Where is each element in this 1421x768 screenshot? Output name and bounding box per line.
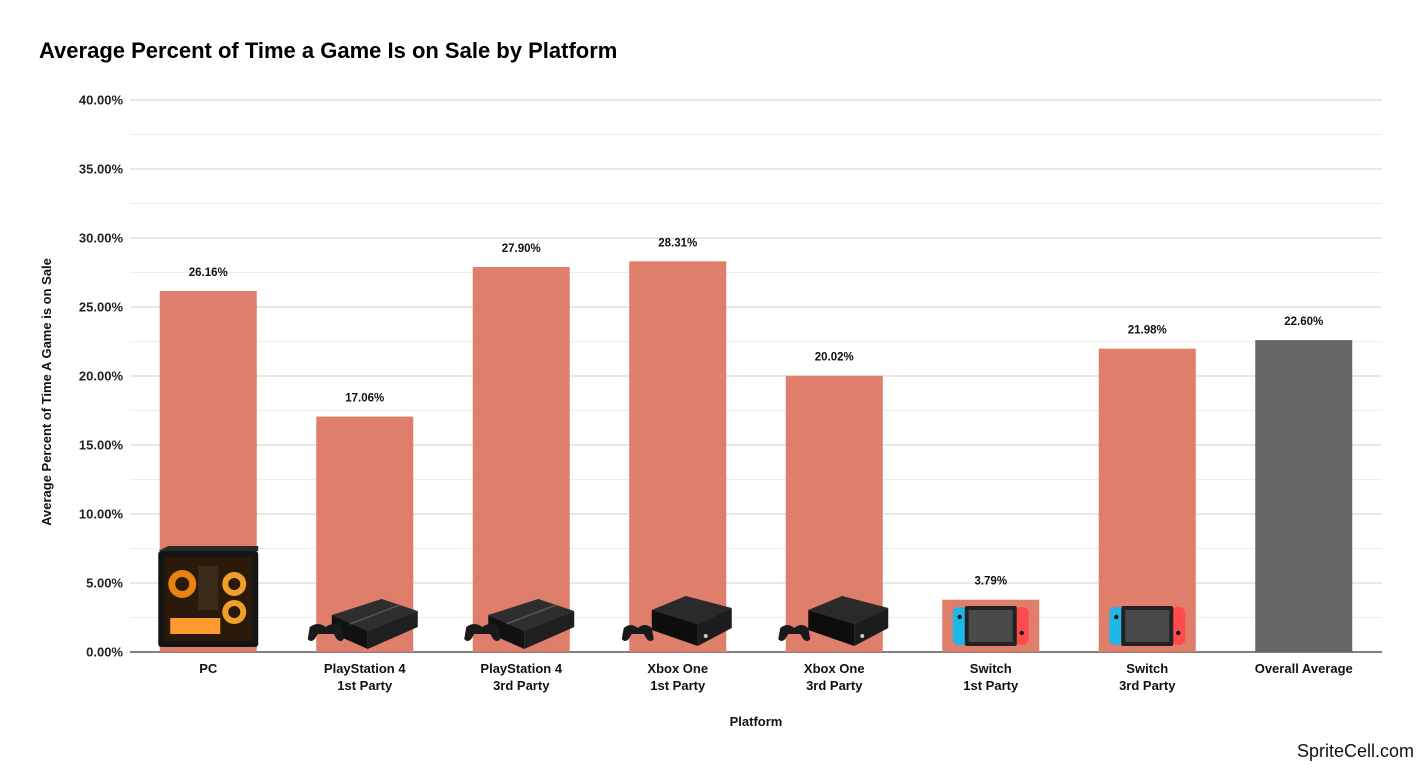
- ps-console-groove: [349, 604, 401, 625]
- xbox-console-icon: [778, 596, 889, 646]
- switch-screen: [968, 610, 1013, 642]
- switch-joycon-right: [1014, 607, 1029, 645]
- x-tick-label: PC: [199, 661, 218, 676]
- x-tick-label: 1st Party: [337, 678, 393, 693]
- y-tick-label: 0.00%: [86, 645, 123, 660]
- data-label: 27.90%: [502, 243, 541, 255]
- playstation-console-icon: [307, 599, 418, 649]
- y-tick-label: 20.00%: [79, 369, 124, 384]
- x-tick-label: 3rd Party: [1119, 678, 1176, 693]
- switch-stick: [957, 614, 962, 620]
- ps-console-side: [367, 611, 418, 649]
- data-label: 26.16%: [189, 267, 228, 279]
- xbox-power-light: [860, 634, 865, 638]
- bar: [472, 266, 570, 652]
- pc-fan-hub: [228, 578, 241, 590]
- ps-console-groove: [505, 604, 557, 625]
- bar: [1098, 348, 1196, 652]
- x-axis-title: Platform: [730, 714, 783, 729]
- xbox-power-light: [703, 634, 708, 638]
- switch-stick: [1114, 614, 1119, 620]
- ps-console-side: [524, 611, 575, 649]
- bar: [1255, 340, 1353, 652]
- switch-screen: [1125, 610, 1170, 642]
- data-label: 20.02%: [815, 352, 854, 364]
- switch-joycon-left: [1109, 607, 1124, 645]
- x-tick-label: PlayStation 4: [480, 661, 562, 676]
- watermark: SpriteCell.com: [1296, 741, 1414, 761]
- data-label: 17.06%: [345, 393, 384, 405]
- y-tick-label: 30.00%: [79, 231, 124, 246]
- y-axis-title: Average Percent of Time A Game is on Sal…: [39, 258, 54, 526]
- xbox-console-top: [808, 596, 889, 624]
- x-tick-label: Switch: [1126, 661, 1168, 676]
- x-tick-label: Xbox One: [647, 661, 708, 676]
- y-tick-label: 15.00%: [79, 438, 124, 453]
- x-tick-label: PlayStation 4: [324, 661, 406, 676]
- pc-gpu: [198, 566, 219, 610]
- pc-case-icon: [158, 546, 259, 647]
- x-tick-label: Switch: [970, 661, 1012, 676]
- playstation-console-icon: [464, 599, 575, 649]
- xbox-console-top: [651, 596, 732, 624]
- data-label: 22.60%: [1284, 316, 1323, 328]
- labels: 0.00% 5.00% 10.00% 15.00% 20.00% 25.00% 30.00%…: [39, 93, 1353, 730]
- bar: [629, 261, 727, 652]
- ps-console-front: [488, 615, 525, 649]
- platform-icons: [158, 546, 1186, 649]
- pc-psu-glow: [170, 618, 221, 634]
- xbox-console-front: [651, 610, 698, 646]
- xbox-console-icon: [621, 596, 732, 646]
- x-tick-label: 3rd Party: [806, 678, 863, 693]
- controller-icon: [778, 625, 811, 641]
- data-label: 3.79%: [974, 576, 1007, 588]
- switch-stick: [1176, 630, 1181, 636]
- y-tick-label: 35.00%: [79, 162, 124, 177]
- pc-case-top: [158, 546, 259, 551]
- controller-icon: [464, 624, 501, 641]
- x-tick-label: 1st Party: [650, 678, 706, 693]
- chart-title: Average Percent of Time a Game Is on Sal…: [39, 38, 618, 63]
- switch-console-icon: [952, 606, 1029, 646]
- ps-console-front: [331, 615, 368, 649]
- y-tick-label: 40.00%: [79, 93, 124, 108]
- y-tick-label: 5.00%: [86, 576, 123, 591]
- controller-icon: [307, 624, 344, 641]
- x-tick-label: Overall Average: [1255, 661, 1353, 676]
- xbox-console-front: [808, 610, 855, 646]
- controller-icon: [621, 625, 654, 641]
- pc-fan-hub: [228, 606, 241, 618]
- pc-fan-hub: [175, 577, 190, 591]
- data-label: 21.98%: [1128, 325, 1167, 337]
- switch-joycon-left: [952, 607, 967, 645]
- switch-joycon-right: [1171, 607, 1186, 645]
- data-label: 28.31%: [658, 237, 697, 249]
- bars: [159, 261, 1353, 652]
- x-tick-label: Xbox One: [804, 661, 865, 676]
- y-tick-label: 10.00%: [79, 507, 124, 522]
- switch-console-icon: [1109, 606, 1186, 646]
- switch-stick: [1019, 630, 1024, 636]
- y-tick-label: 25.00%: [79, 300, 124, 315]
- x-tick-label: 3rd Party: [493, 678, 550, 693]
- x-tick-label: 1st Party: [963, 678, 1019, 693]
